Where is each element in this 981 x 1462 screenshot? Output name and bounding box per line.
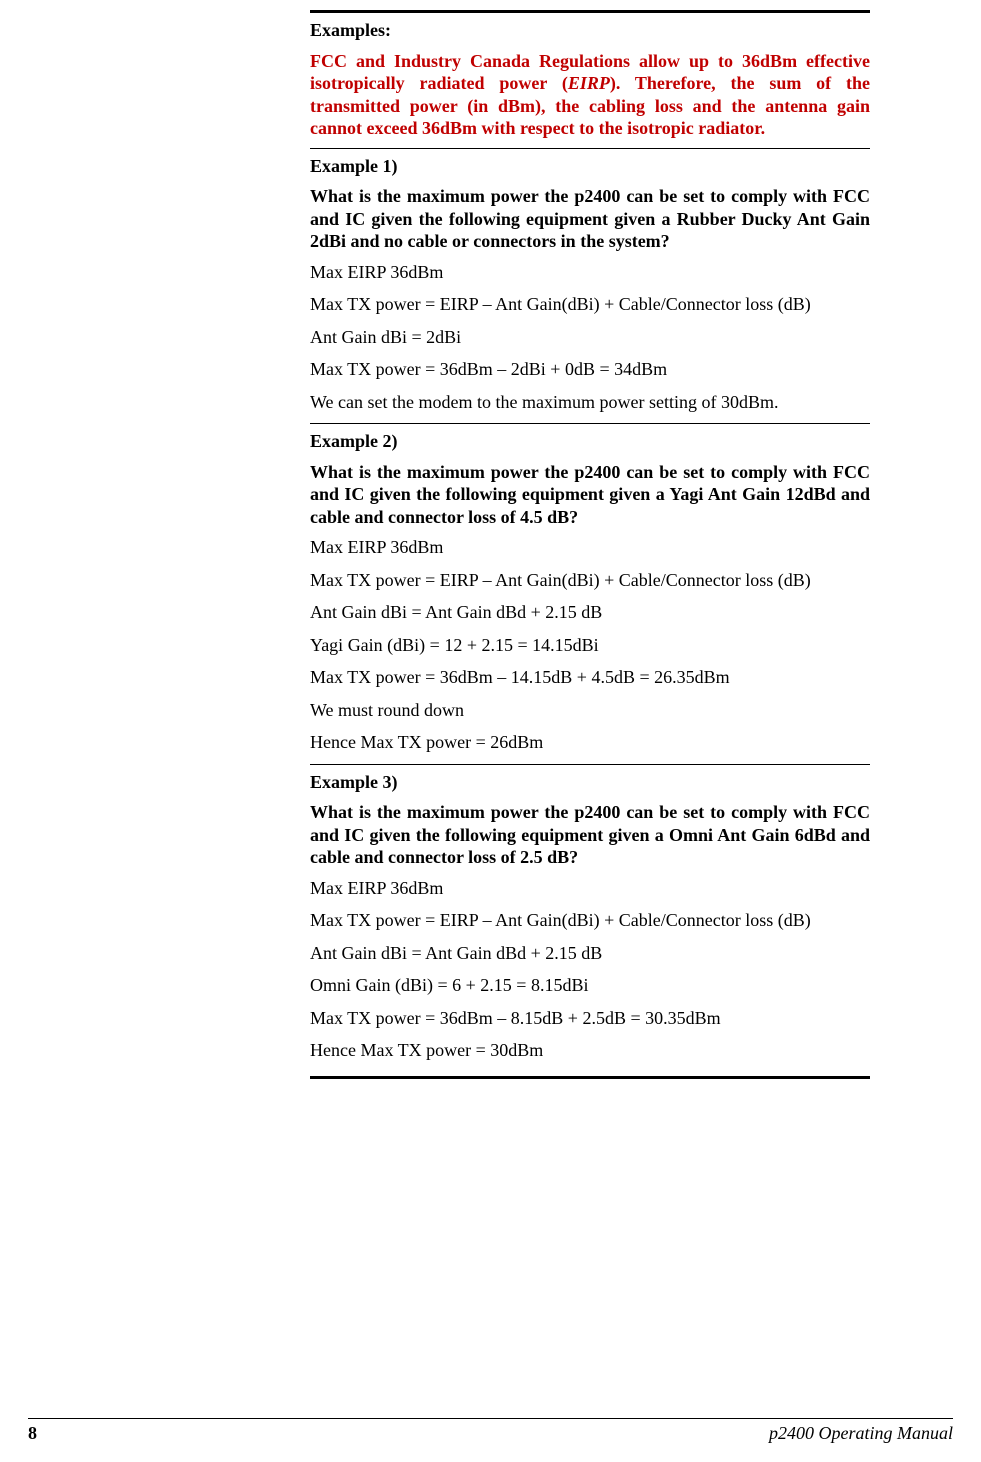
ex3-line5: Max TX power = 36dBm – 8.15dB + 2.5dB = … bbox=[310, 1007, 870, 1030]
ex2-line1: Max EIRP 36dBm bbox=[310, 536, 870, 559]
document-title: p2400 Operating Manual bbox=[769, 1423, 953, 1444]
manual-page: Examples: FCC and Industry Canada Regula… bbox=[0, 0, 981, 1462]
ex1-line3: Ant Gain dBi = 2dBi bbox=[310, 326, 870, 349]
notice-eirp-italic: EIRP bbox=[568, 73, 610, 93]
examples-heading: Examples: bbox=[310, 19, 870, 42]
ex2-line3: Ant Gain dBi = Ant Gain dBd + 2.15 dB bbox=[310, 601, 870, 624]
page-footer: 8 p2400 Operating Manual bbox=[28, 1418, 953, 1444]
ex2-line5: Max TX power = 36dBm – 14.15dB + 4.5dB =… bbox=[310, 666, 870, 689]
ex2-line7: Hence Max TX power = 26dBm bbox=[310, 731, 870, 754]
ex2-line4: Yagi Gain (dBi) = 12 + 2.15 = 14.15dBi bbox=[310, 634, 870, 657]
example1-question: What is the maximum power the p2400 can … bbox=[310, 185, 870, 253]
rule-before-ex1 bbox=[310, 148, 870, 149]
example1-title: Example 1) bbox=[310, 155, 870, 178]
example2-title: Example 2) bbox=[310, 430, 870, 453]
ex1-line4: Max TX power = 36dBm – 2dBi + 0dB = 34dB… bbox=[310, 358, 870, 381]
example3-title: Example 3) bbox=[310, 771, 870, 794]
page-number: 8 bbox=[28, 1423, 37, 1444]
top-thick-rule bbox=[310, 10, 870, 13]
ex3-line4: Omni Gain (dBi) = 6 + 2.15 = 8.15dBi bbox=[310, 974, 870, 997]
ex3-line6: Hence Max TX power = 30dBm bbox=[310, 1039, 870, 1062]
ex2-line6: We must round down bbox=[310, 699, 870, 722]
ex3-line1: Max EIRP 36dBm bbox=[310, 877, 870, 900]
ex2-line2: Max TX power = EIRP – Ant Gain(dBi) + Ca… bbox=[310, 569, 870, 592]
rule-before-ex2 bbox=[310, 423, 870, 424]
regulatory-notice: FCC and Industry Canada Regulations allo… bbox=[310, 50, 870, 140]
example2-question: What is the maximum power the p2400 can … bbox=[310, 461, 870, 529]
ex1-line2: Max TX power = EIRP – Ant Gain(dBi) + Ca… bbox=[310, 293, 870, 316]
ex3-line2: Max TX power = EIRP – Ant Gain(dBi) + Ca… bbox=[310, 909, 870, 932]
content-column: Examples: FCC and Industry Canada Regula… bbox=[310, 10, 870, 1079]
rule-before-ex3 bbox=[310, 764, 870, 765]
example3-question: What is the maximum power the p2400 can … bbox=[310, 801, 870, 869]
bottom-thick-rule bbox=[310, 1076, 870, 1079]
ex1-line1: Max EIRP 36dBm bbox=[310, 261, 870, 284]
ex1-line5: We can set the modem to the maximum powe… bbox=[310, 391, 870, 414]
ex3-line3: Ant Gain dBi = Ant Gain dBd + 2.15 dB bbox=[310, 942, 870, 965]
